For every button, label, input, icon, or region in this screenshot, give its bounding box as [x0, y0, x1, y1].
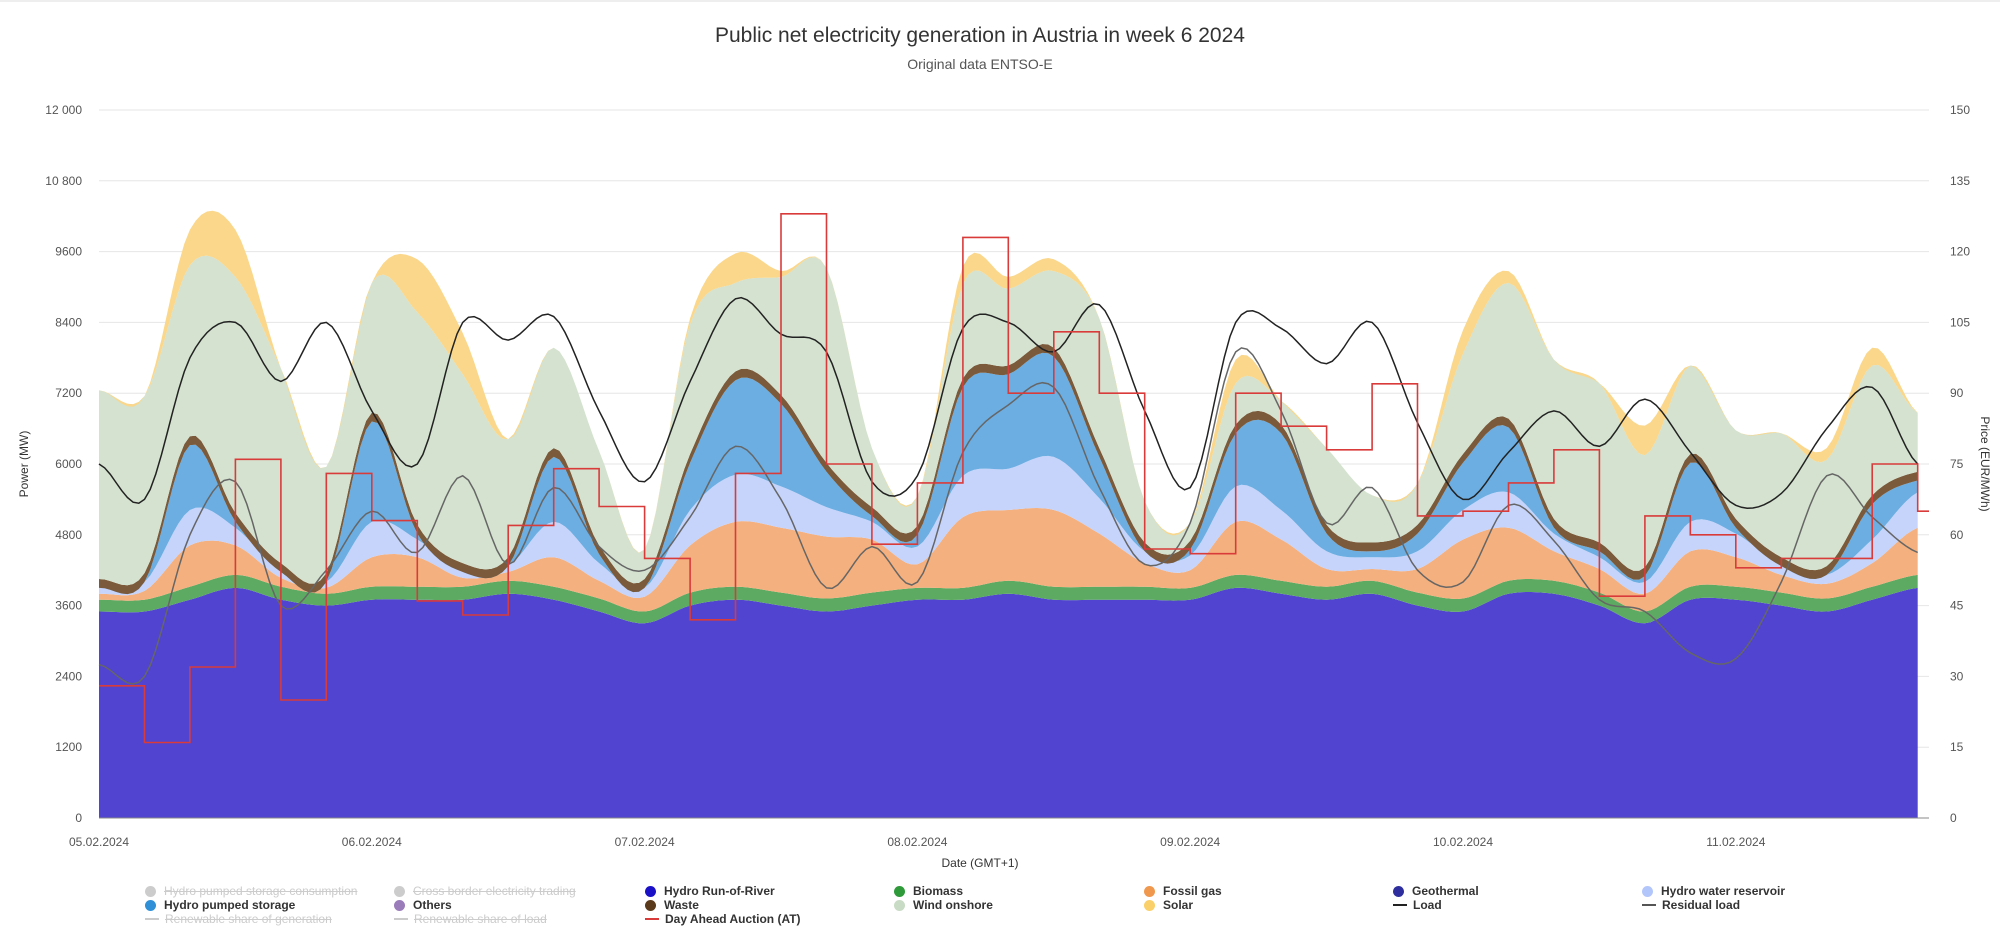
legend-item-geothermal[interactable]: Geothermal	[1393, 884, 1479, 898]
x-tick-label: 09.02.2024	[1160, 835, 1220, 849]
x-tick-label: 10.02.2024	[1433, 835, 1493, 849]
x-tick-label: 06.02.2024	[342, 835, 402, 849]
legend-item-biomass[interactable]: Biomass	[894, 884, 963, 898]
legend-dot-icon	[645, 899, 656, 911]
y2-tick-label: 90	[1950, 386, 1964, 400]
legend-label: Cross border electricity trading	[413, 884, 576, 898]
chart-title: Public net electricity generation in Aus…	[715, 24, 1245, 47]
legend-dot-icon	[394, 885, 405, 897]
y2-tick-label: 15	[1950, 740, 1964, 754]
y-tick-label: 1200	[55, 740, 82, 754]
legend-dot-icon	[645, 885, 656, 897]
legend-label: Hydro water reservoir	[1661, 884, 1786, 898]
y2-tick-label: 0	[1950, 811, 1957, 825]
line-series	[98, 213, 1929, 744]
legend-dot-icon	[1393, 885, 1404, 897]
legend-line-icon	[1393, 904, 1407, 906]
y-tick-label: 6000	[55, 457, 82, 471]
legend-item-hydro-pumped-storage[interactable]: Hydro pumped storage	[145, 898, 295, 912]
legend: Hydro pumped storage consumption Hydro pu…	[0, 880, 2000, 933]
legend-item-waste[interactable]: Waste	[645, 898, 699, 912]
legend-item-hydro-pumped-storage-consumption[interactable]: Hydro pumped storage consumption	[145, 884, 357, 898]
area-fossil-gas	[99, 508, 1918, 612]
legend-label: Load	[1413, 898, 1442, 912]
y2-tick-label: 135	[1950, 174, 1970, 188]
x-tick-label: 08.02.2024	[887, 835, 947, 849]
y2-axis-title: Price (EUR/MWh)	[1978, 416, 1992, 511]
y-tick-label: 9600	[55, 245, 82, 259]
legend-item-hydro-run-of-river[interactable]: Hydro Run-of-River	[645, 884, 775, 898]
x-axis-title: Date (GMT+1)	[941, 856, 1018, 870]
legend-line-icon	[1642, 904, 1656, 906]
y2-tick-label: 150	[1950, 103, 1970, 117]
y-tick-label: 12 000	[45, 103, 82, 117]
area-hydro-run-of-river	[99, 587, 1918, 818]
legend-dot-icon	[145, 885, 156, 897]
y2-tick-label: 30	[1950, 669, 1964, 683]
x-tick-label: 07.02.2024	[615, 835, 675, 849]
y-tick-label: 2400	[55, 669, 82, 683]
legend-item-fossil-gas[interactable]: Fossil gas	[1144, 884, 1222, 898]
legend-label: Hydro pumped storage consumption	[164, 884, 358, 898]
legend-label: Biomass	[913, 884, 964, 898]
y2-tick-label: 75	[1950, 457, 1964, 471]
legend-item-hydro-water-reservoir[interactable]: Hydro water reservoir	[1642, 884, 1785, 898]
legend-item-renewable-share-of-generation[interactable]: Renewable share of generation	[145, 912, 332, 926]
legend-label: Wind onshore	[913, 898, 993, 912]
y-tick-label: 7200	[55, 386, 82, 400]
y-tick-label: 0	[75, 811, 82, 825]
y-axis-ticks: 0 1200 2400 3600 4800 6000 7200 8400 9600 10 800 1…	[45, 103, 82, 825]
y2-tick-label: 45	[1950, 599, 1964, 613]
legend-dot-icon	[1642, 885, 1653, 897]
legend-item-cross-border-electricity-trading[interactable]: Cross border electricity trading	[394, 884, 576, 898]
area-hydro-pumped-storage	[99, 352, 1918, 595]
y-tick-label: 10 800	[45, 174, 82, 188]
x-axis-ticks: 05.02.2024 06.02.2024 07.02.2024 08.02.2024…	[69, 835, 1766, 849]
line-residual-load	[98, 347, 1919, 685]
legend-label: Renewable share of generation	[165, 912, 332, 926]
y2-tick-label: 120	[1950, 245, 1970, 259]
legend-label: Hydro pumped storage	[164, 898, 296, 912]
legend-label: Waste	[664, 898, 699, 912]
legend-line-icon	[645, 918, 659, 920]
legend-label: Residual load	[1662, 898, 1741, 912]
legend-dot-icon	[1144, 885, 1155, 897]
legend-dot-icon	[894, 885, 905, 897]
chart-subtitle: Original data ENTSO-E	[907, 56, 1053, 72]
legend-dot-icon	[145, 899, 156, 911]
line-day-ahead-auction-at-	[99, 213, 1929, 744]
legend-item-wind-onshore[interactable]: Wind onshore	[894, 898, 993, 912]
legend-item-load[interactable]: Load	[1393, 898, 1442, 912]
legend-dot-icon	[394, 899, 405, 911]
legend-label: Others	[413, 898, 452, 912]
y2-tick-label: 60	[1950, 528, 1964, 542]
y2-axis-ticks: 0 15 30 45 60 75 90 105 120 135 150	[1950, 103, 1970, 825]
x-tick-label: 05.02.2024	[69, 835, 129, 849]
top-border	[0, 0, 2000, 2]
legend-dot-icon	[894, 899, 905, 911]
legend-item-day-ahead-auction-at-[interactable]: Day Ahead Auction (AT)	[645, 912, 801, 926]
legend-label: Day Ahead Auction (AT)	[665, 912, 801, 926]
area-hydro-water-reservoir	[99, 455, 1918, 598]
x-tick-label: 11.02.2024	[1706, 835, 1765, 849]
legend-item-renewable-share-of-load[interactable]: Renewable share of load	[394, 912, 547, 926]
legend-item-others[interactable]: Others	[394, 898, 452, 912]
y-tick-label: 4800	[55, 528, 82, 542]
legend-label: Hydro Run-of-River	[664, 884, 775, 898]
legend-label: Renewable share of load	[414, 912, 547, 926]
legend-item-solar[interactable]: Solar	[1144, 898, 1193, 912]
legend-line-icon	[394, 918, 408, 920]
legend-dot-icon	[1144, 899, 1155, 911]
legend-item-residual-load[interactable]: Residual load	[1642, 898, 1740, 912]
legend-label: Solar	[1163, 898, 1194, 912]
y2-tick-label: 105	[1950, 315, 1970, 329]
y-tick-label: 3600	[55, 599, 82, 613]
y-tick-label: 8400	[55, 315, 82, 329]
legend-label: Geothermal	[1412, 884, 1479, 898]
area-biomass	[99, 574, 1918, 624]
y-axis-title: Power (MW)	[17, 431, 31, 498]
legend-label: Fossil gas	[1163, 884, 1222, 898]
legend-line-icon	[145, 918, 159, 920]
chart: Public net electricity generation in Aus…	[17, 24, 1992, 870]
